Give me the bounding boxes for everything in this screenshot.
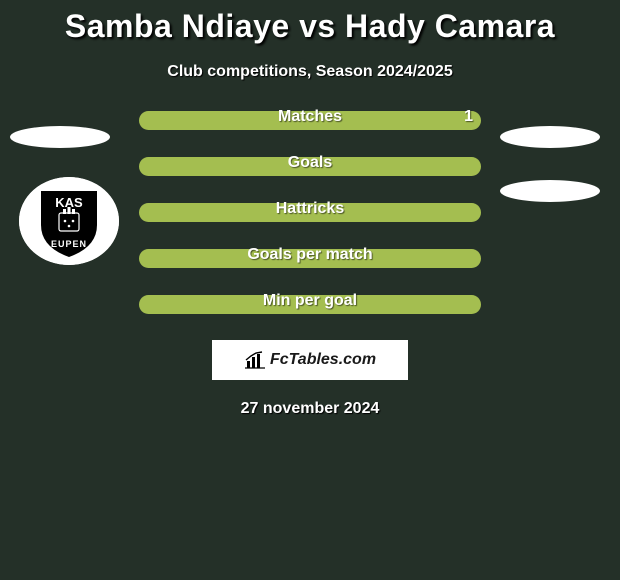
page-title: Samba Ndiaye vs Hady Camara — [0, 0, 620, 45]
left-ellipse-1 — [10, 126, 110, 148]
stat-label: Hattricks — [139, 200, 481, 218]
stat-row: Goals — [139, 157, 481, 176]
stat-value-right: 1 — [464, 108, 473, 126]
stat-label: Goals — [139, 154, 481, 172]
stat-row: Matches1 — [139, 111, 481, 130]
right-ellipse-2 — [500, 180, 600, 202]
subtitle: Club competitions, Season 2024/2025 — [0, 63, 620, 81]
branding-box: FcTables.com — [212, 340, 408, 380]
stat-label: Min per goal — [139, 292, 481, 310]
chart-icon — [244, 351, 266, 369]
date-line: 27 november 2024 — [0, 400, 620, 418]
stat-row: Hattricks — [139, 203, 481, 222]
stat-row: Goals per match — [139, 249, 481, 268]
badge-bottom-text: EUPEN — [51, 239, 87, 249]
stat-row: Min per goal — [139, 295, 481, 314]
stat-label: Goals per match — [139, 246, 481, 264]
club-badge-left: KAS EUPEN — [19, 177, 119, 265]
right-ellipse-1 — [500, 126, 600, 148]
stat-label: Matches — [139, 108, 481, 126]
branding-text: FcTables.com — [270, 351, 376, 369]
